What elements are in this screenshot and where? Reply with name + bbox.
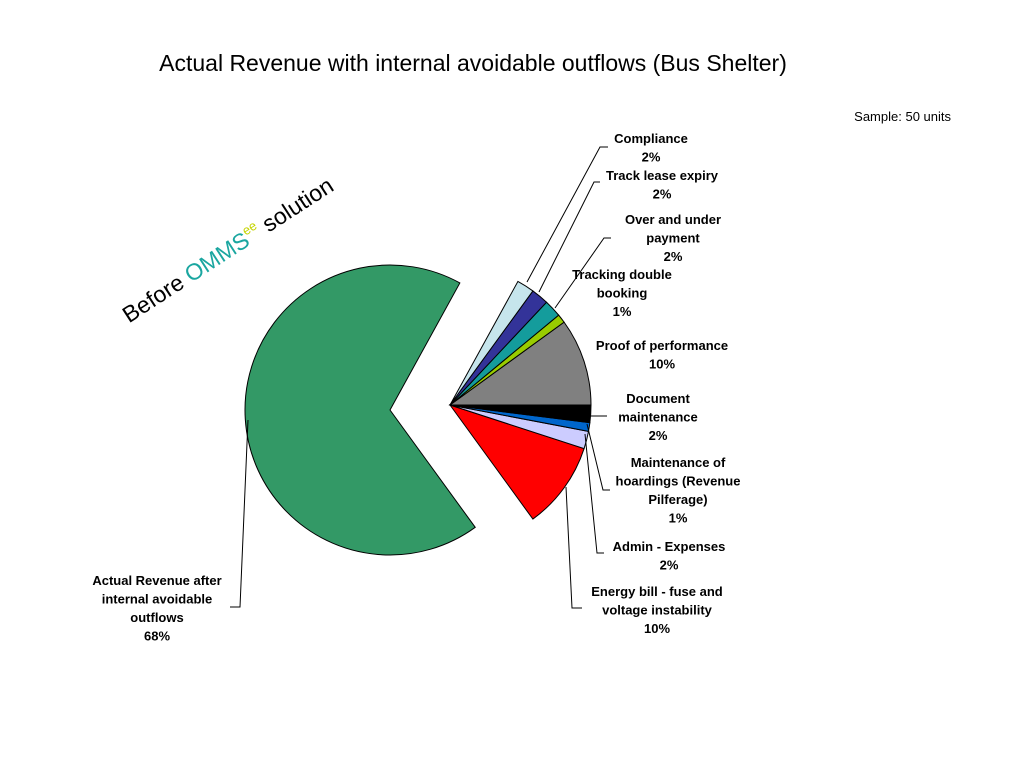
- slice-label-line: Document: [626, 391, 690, 406]
- pie-slice-compliance: [449, 280, 534, 406]
- slice-label-line: outflows: [130, 610, 183, 625]
- slice-label-line: booking: [597, 286, 648, 301]
- slice-label-line: 1%: [613, 304, 632, 319]
- slice-label-line: payment: [646, 231, 700, 246]
- slice-label: Proof of performance 10%: [596, 338, 728, 372]
- slice-label: Tracking double booking 1%: [572, 267, 672, 319]
- slice-label-line: Actual Revenue after: [92, 573, 221, 588]
- slice-label-line: 2%: [642, 150, 661, 165]
- slice-label-line: Tracking double: [572, 267, 672, 282]
- pie-slice-proof-of-performance: [448, 321, 592, 406]
- slice-label-line: Track lease expiry: [606, 168, 719, 183]
- slice-label-line: Energy bill - fuse and: [591, 584, 723, 599]
- leader-line: [584, 433, 604, 554]
- pie-slice-actual-revenue-after-internal-avoidable-outflows: [244, 264, 476, 556]
- slice-label: Compliance 2%: [614, 131, 688, 165]
- slice-label-line: 2%: [653, 187, 672, 202]
- slice-label: Actual Revenue after internal avoidable ou…: [92, 573, 221, 644]
- slice-label-line: Proof of performance: [596, 338, 728, 353]
- slice-label-line: Compliance: [614, 131, 688, 146]
- slice-label-line: Admin - Expenses: [613, 539, 726, 554]
- leader-line: [565, 486, 582, 609]
- leader-line: [230, 419, 249, 608]
- slice-label-line: 10%: [644, 621, 670, 636]
- pie-slice-document-maintenance: [449, 404, 592, 424]
- slice-label: Maintenance of hoardings (Revenue Pilferag…: [616, 455, 741, 526]
- slice-label-line: 2%: [664, 249, 683, 264]
- slice-label-line: Pilferage): [648, 492, 707, 507]
- slice-label-line: Maintenance of: [631, 455, 726, 470]
- slice-label-line: Over and under: [625, 212, 721, 227]
- slice-label-line: 2%: [649, 428, 668, 443]
- slice-label-line: 1%: [669, 511, 688, 526]
- slice-label-line: 10%: [649, 357, 675, 372]
- slice-label-line: hoardings (Revenue: [616, 474, 741, 489]
- leader-line: [538, 181, 600, 293]
- chart-title: Actual Revenue with internal avoidable o…: [159, 50, 787, 76]
- slice-label-line: maintenance: [618, 410, 697, 425]
- slice-label: Track lease expiry 2%: [606, 168, 719, 202]
- leader-line: [586, 423, 610, 491]
- slice-label: Admin - Expenses 2%: [613, 539, 726, 573]
- slice-label-line: 68%: [144, 629, 170, 644]
- pie-slice-energy-bill-fuse-and-voltage-instability: [448, 404, 585, 520]
- leader-line: [526, 146, 608, 283]
- slice-label: Over and under payment 2%: [625, 212, 721, 264]
- slice-label-line: voltage instability: [602, 603, 713, 618]
- leader-line: [554, 237, 611, 309]
- sample-note: Sample: 50 units: [854, 109, 951, 124]
- slice-label: Energy bill - fuse and voltage instabilit…: [591, 584, 723, 636]
- slice-label-line: internal avoidable: [102, 592, 213, 607]
- slice-label-line: 2%: [660, 558, 679, 573]
- slice-label: Document maintenance 2%: [618, 391, 697, 443]
